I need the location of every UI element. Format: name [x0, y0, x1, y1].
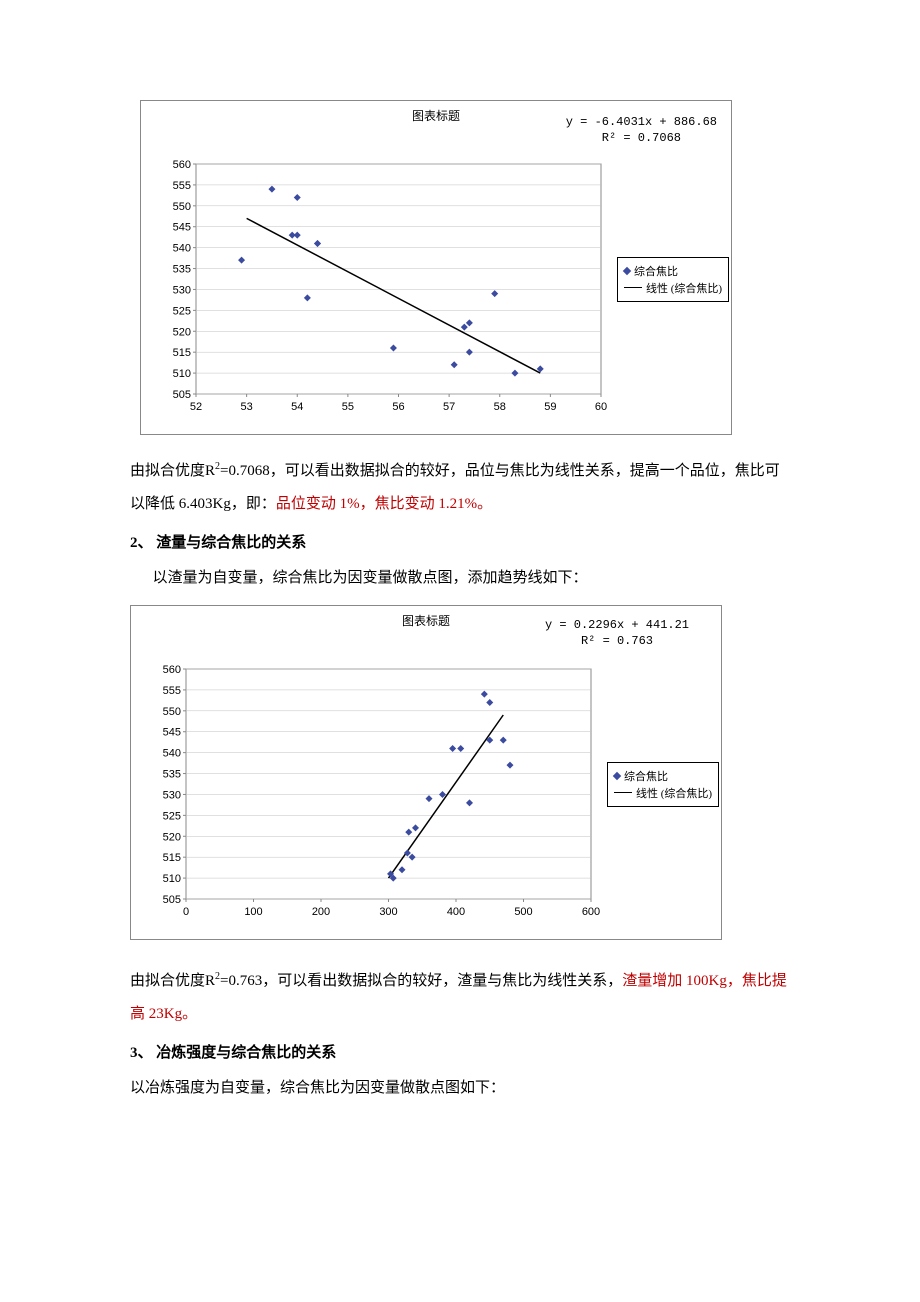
svg-text:540: 540 [173, 243, 191, 255]
svg-text:56: 56 [392, 401, 404, 413]
legend-scatter-label: 综合焦比 [634, 263, 678, 279]
legend-scatter-label-2: 综合焦比 [624, 768, 668, 784]
svg-text:300: 300 [379, 906, 397, 918]
legend-trend-label: 线性 (综合焦比) [646, 280, 722, 296]
svg-text:530: 530 [163, 789, 181, 801]
svg-text:525: 525 [173, 305, 191, 317]
svg-text:505: 505 [163, 894, 181, 906]
svg-text:58: 58 [494, 401, 506, 413]
chart-2: y = 0.2296x + 441.21 R² = 0.763 图表标题 505… [130, 605, 722, 940]
svg-text:560: 560 [163, 664, 181, 676]
svg-text:545: 545 [173, 222, 191, 234]
chart-1-legend: 综合焦比 线性 (综合焦比) [617, 257, 729, 302]
svg-text:545: 545 [163, 727, 181, 739]
svg-text:520: 520 [163, 831, 181, 843]
svg-text:0: 0 [183, 906, 189, 918]
svg-text:510: 510 [173, 368, 191, 380]
svg-text:510: 510 [163, 873, 181, 885]
paragraph-1: 由拟合优度R2=0.7068，可以看出数据拟合的较好，品位与焦比为线性关系，提高… [130, 455, 790, 521]
chart-1-equation: y = -6.4031x + 886.68 R² = 0.7068 [566, 115, 717, 146]
svg-text:505: 505 [173, 389, 191, 401]
svg-text:60: 60 [595, 401, 607, 413]
heading-3: 3、 冶炼强度与综合焦比的关系 [130, 1041, 790, 1062]
paragraph-4: 以冶炼强度为自变量，综合焦比为因变量做散点图如下： [130, 1072, 790, 1105]
svg-text:400: 400 [447, 906, 465, 918]
svg-text:555: 555 [163, 685, 181, 697]
svg-text:515: 515 [163, 852, 181, 864]
svg-text:520: 520 [173, 326, 191, 338]
chart-1-eq-line-2: R² = 0.7068 [566, 131, 717, 147]
chart-2-plot: 505 510 515 520 525 530 535 540 545 550 555 560 0 100… [141, 639, 601, 929]
svg-text:550: 550 [173, 201, 191, 213]
svg-text:555: 555 [173, 180, 191, 192]
svg-text:535: 535 [173, 264, 191, 276]
chart-2-eq-line-1: y = 0.2296x + 441.21 [545, 618, 689, 634]
svg-text:55: 55 [342, 401, 354, 413]
svg-text:59: 59 [544, 401, 556, 413]
svg-text:515: 515 [173, 347, 191, 359]
svg-text:560: 560 [173, 159, 191, 171]
svg-text:57: 57 [443, 401, 455, 413]
svg-text:100: 100 [244, 906, 262, 918]
chart-2-equation: y = 0.2296x + 441.21 R² = 0.763 [545, 618, 689, 649]
svg-text:525: 525 [163, 810, 181, 822]
svg-text:52: 52 [190, 401, 202, 413]
chart-2-eq-line-2: R² = 0.763 [545, 634, 689, 650]
svg-text:550: 550 [163, 706, 181, 718]
svg-text:530: 530 [173, 284, 191, 296]
chart-1-plot: 505 510 515 520 525 530 535 540 545 550 555 560 52 53… [151, 134, 611, 424]
svg-text:540: 540 [163, 748, 181, 760]
legend-trend-label-2: 线性 (综合焦比) [636, 785, 712, 801]
svg-text:600: 600 [582, 906, 600, 918]
svg-text:54: 54 [291, 401, 303, 413]
svg-text:53: 53 [241, 401, 253, 413]
paragraph-2: 以渣量为自变量，综合焦比为因变量做散点图，添加趋势线如下： [130, 562, 790, 595]
chart-2-legend: 综合焦比 线性 (综合焦比) [607, 762, 719, 807]
svg-text:500: 500 [514, 906, 532, 918]
chart-1-eq-line-1: y = -6.4031x + 886.68 [566, 115, 717, 131]
chart-1: y = -6.4031x + 886.68 R² = 0.7068 图表标题 5… [140, 100, 732, 435]
svg-text:535: 535 [163, 769, 181, 781]
paragraph-3: 由拟合优度R2=0.763，可以看出数据拟合的较好，渣量与焦比为线性关系，渣量增… [130, 965, 790, 1031]
svg-text:200: 200 [312, 906, 330, 918]
heading-2: 2、 渣量与综合焦比的关系 [130, 531, 790, 552]
